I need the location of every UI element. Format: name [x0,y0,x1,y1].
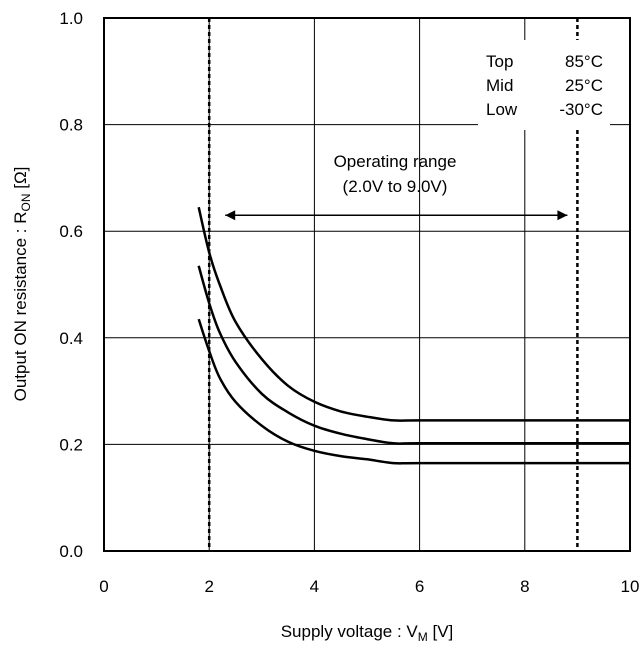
series-line-3 [197,318,630,465]
x-tick-label: 6 [415,577,424,596]
x-tick-label: 0 [99,577,108,596]
legend-label: Top [486,52,513,71]
tick-labels: 0 2 4 6 8 10 0.0 0.2 0.4 0.6 0.8 1.0 [59,9,639,596]
arrow-head-right [557,210,568,221]
y-tick-label: 0.2 [59,435,83,454]
legend-label: Mid [486,76,513,95]
series-layer [197,206,630,465]
y-axis-label-sub: ON [19,193,33,211]
annotation: Operating range (2.0V to 9.0V) [334,152,457,196]
y-axis-label: Output ON resistance : RON [Ω] [11,167,33,402]
x-tick-label: 8 [520,577,529,596]
x-tick-label: 10 [621,577,640,596]
legend-value: -30°C [559,100,603,119]
legend-label: Low [486,100,518,119]
operating-range-bounds [207,18,579,551]
annotation-line-1: Operating range [334,152,457,171]
x-axis-label-unit: [V] [428,622,454,641]
operating-range-arrow [225,210,568,221]
x-axis-label: Supply voltage : VM [V] [281,622,454,644]
legend-value: 85°C [565,52,603,71]
y-tick-label: 0.6 [59,222,83,241]
y-axis-label-main: Output ON resistance : R [11,211,30,401]
x-axis-label-main: Supply voltage : V [281,622,419,641]
y-tick-label: 0.0 [59,542,83,561]
annotation-line-2: (2.0V to 9.0V) [343,177,448,196]
legend-value: 25°C [565,76,603,95]
series-line-2 [197,265,630,445]
x-axis-label-sub: M [418,630,428,644]
x-tick-label: 2 [204,577,213,596]
legend: Top 85°C Mid 25°C Low -30°C [486,52,603,119]
legend-background [478,40,610,130]
arrow-head-left [225,210,236,221]
x-tick-label: 4 [310,577,319,596]
y-axis-label-unit: [Ω] [11,167,30,194]
y-tick-label: 1.0 [59,9,83,28]
y-tick-label: 0.4 [59,329,83,348]
y-tick-label: 0.8 [59,116,83,135]
plot-frame [103,17,631,552]
series-line-1 [197,206,630,422]
